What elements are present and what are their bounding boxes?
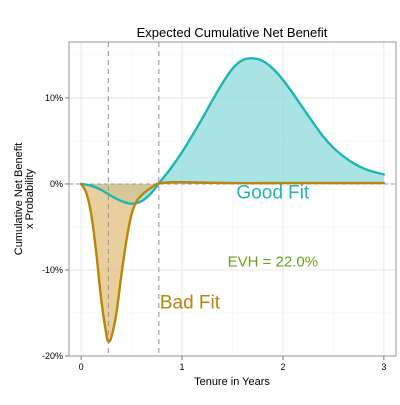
x-tick-label: 0	[79, 362, 84, 372]
x-axis-label: Tenure in Years	[194, 376, 270, 388]
y-tick-label: -10%	[42, 265, 63, 275]
x-tick-label: 2	[280, 362, 285, 372]
y-tick-label: 0%	[50, 179, 63, 189]
annotation-evh-22-0: EVH = 22.0%	[228, 254, 318, 271]
annotation-good-fit: Good Fit	[236, 183, 310, 204]
x-tick-label: 3	[381, 362, 386, 372]
good-fit-line	[79, 57, 386, 205]
bad-fit-area	[81, 182, 384, 342]
good-fit-area	[81, 58, 384, 204]
y-tick-label: 10%	[45, 93, 63, 103]
annotation-bad-fit: Bad Fit	[160, 293, 221, 314]
chart-title: Expected Cumulative Net Benefit	[137, 25, 328, 40]
plot-border	[68, 41, 397, 357]
y-tick-label: -20%	[42, 351, 63, 361]
y-axis-label-line-1: Cumulative Net Benefit	[13, 143, 25, 256]
x-tick-label: 1	[180, 362, 185, 372]
bad-fit-line	[79, 180, 386, 343]
y-axis-label-line-2: x Probability	[24, 169, 36, 229]
